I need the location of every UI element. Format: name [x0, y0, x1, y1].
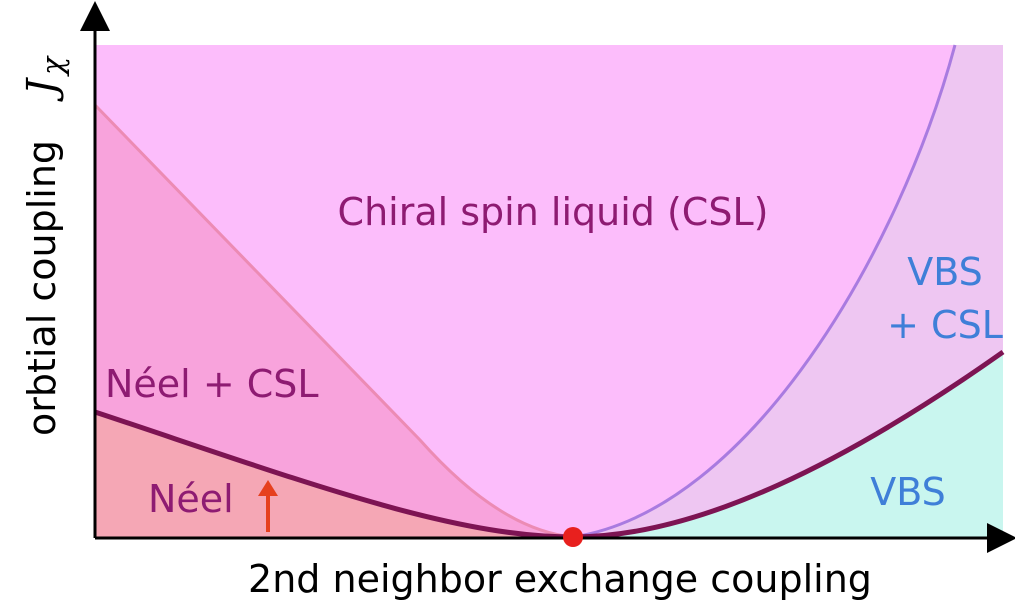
csl-label: Chiral spin liquid (CSL)	[338, 190, 769, 234]
vbs-label: VBS	[870, 470, 946, 514]
neel-boundary	[93, 103, 574, 539]
vbs-region	[573, 352, 1003, 538]
vbs-csl-label: VBS	[907, 250, 983, 294]
y-axis-label: orbtial coupling	[20, 140, 64, 436]
neel-csl-label: Néel + CSL	[105, 362, 319, 406]
vbs-boundary	[572, 44, 957, 539]
spin-arrow-head	[258, 480, 278, 496]
neel-region	[95, 412, 573, 538]
y-symbol-main: J	[19, 77, 65, 102]
y-symbol-sub: χ	[36, 55, 71, 77]
x-axis-label: 2nd neighbor exchange coupling	[248, 557, 872, 601]
neel-label: Néel	[148, 477, 234, 521]
vbs-csl-region	[573, 45, 1003, 537]
y-symbol: J χ	[19, 55, 71, 102]
neel-csl-region	[95, 105, 573, 537]
critical-point	[563, 527, 583, 547]
vbs-csl-label: + CSL	[887, 303, 1003, 347]
